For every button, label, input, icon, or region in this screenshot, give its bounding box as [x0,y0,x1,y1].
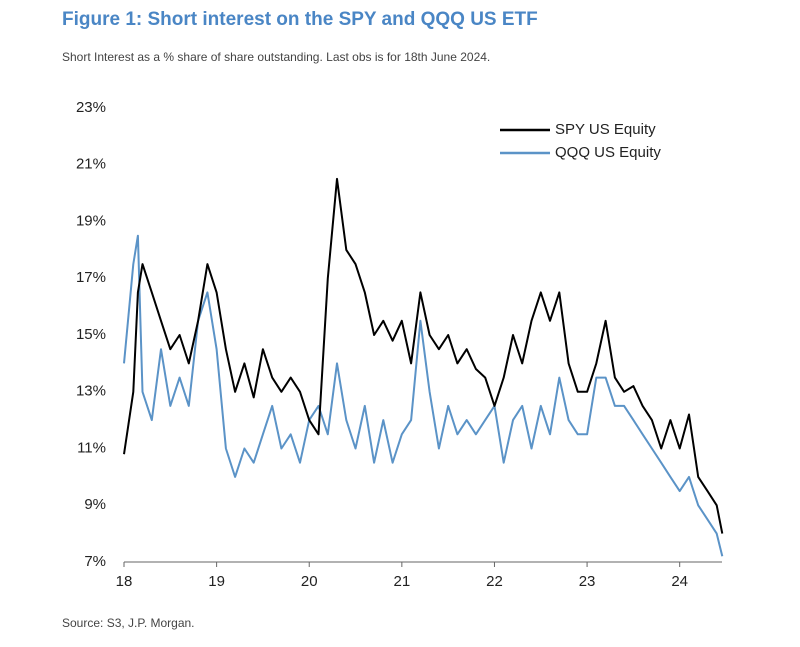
y-tick-label: 23% [76,99,106,116]
source-note: Source: S3, J.P. Morgan. [62,616,195,630]
legend-label: SPY US Equity [555,121,656,138]
chart-title: Figure 1: Short interest on the SPY and … [62,9,538,30]
y-tick-label: 11% [77,439,106,456]
x-tick-label: 18 [116,573,133,590]
series-line [123,177,724,534]
y-tick-label: 13% [76,383,106,400]
y-tick-label: 7% [84,553,106,570]
y-tick-label: 15% [76,326,106,343]
y-tick-label: 21% [76,156,106,173]
y-tick-label: 17% [76,269,106,286]
y-tick-label: 9% [84,496,106,513]
legend-label: QQQ US Equity [555,144,661,161]
x-tick-label: 21 [394,573,411,590]
series-line [123,234,724,557]
x-tick-label: 23 [579,573,596,590]
x-tick-label: 19 [208,573,225,590]
y-tick-label: 19% [76,212,106,229]
x-tick-label: 20 [301,573,318,590]
x-tick-label: 24 [671,573,688,590]
chart-subtitle: Short Interest as a % share of share out… [62,50,490,64]
x-tick-label: 22 [486,573,503,590]
